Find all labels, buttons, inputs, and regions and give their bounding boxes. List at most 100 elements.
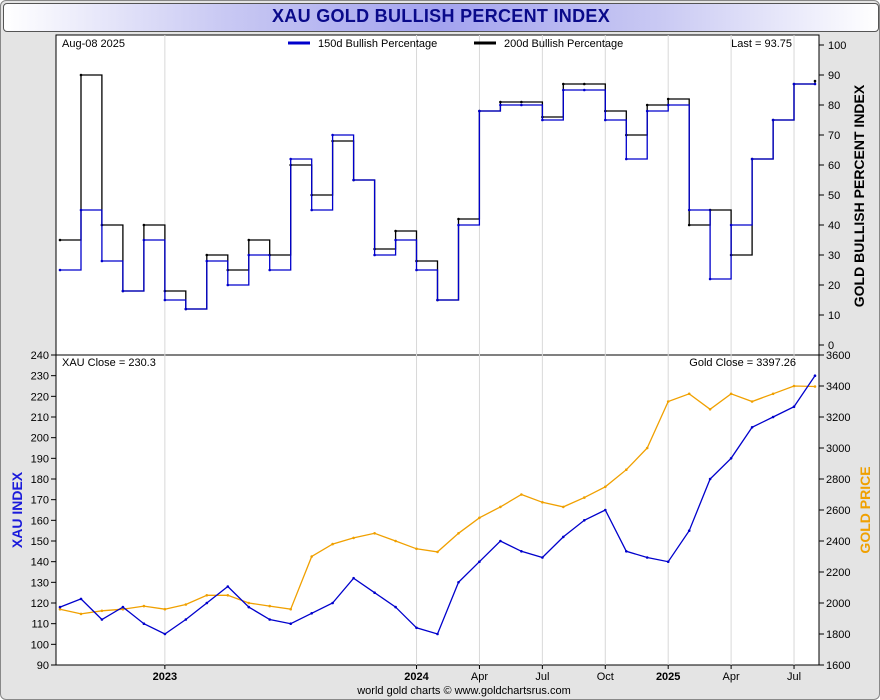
series-xau-close-point — [813, 374, 817, 378]
series-150d-point — [478, 109, 481, 113]
series-150d-point — [184, 307, 188, 311]
series-150d-point — [310, 208, 314, 212]
series-gold-close-point — [708, 408, 712, 411]
series-xau-close-point — [478, 560, 481, 563]
bottom-series-group — [58, 374, 817, 636]
series-gold-close-point — [247, 601, 251, 605]
series-gold-close-point — [100, 609, 104, 613]
x-tick-label: Jul — [787, 671, 801, 683]
bottom-left-y-ticks: 90 100 110 120 130 140 150 160 170 180 190 200 210 22… — [31, 350, 56, 672]
series-150d-point — [268, 268, 272, 272]
series-150d-point — [666, 103, 670, 107]
series-xau-close-point — [247, 605, 251, 609]
x-tick-label: 2023 — [153, 671, 177, 683]
series-150d-point — [813, 82, 817, 86]
series-gold-close-point — [583, 496, 586, 499]
series-200d-point — [142, 223, 146, 227]
xau-y-tick-label: 90 — [37, 660, 49, 672]
top-plot-area — [55, 34, 820, 356]
gold-y-tick-label: 3200 — [826, 412, 850, 424]
series-xau-close-point — [79, 597, 83, 601]
series-150d-point — [520, 103, 523, 107]
gold-y-tick-label: 1600 — [826, 660, 850, 672]
series-xau-close-point — [310, 612, 314, 615]
title-bar: XAU GOLD BULLISH PERCENT INDEX — [3, 3, 879, 32]
top-y-tick-label: 20 — [828, 280, 840, 292]
gold-y-tick-label: 3600 — [826, 350, 850, 362]
bottom-right-y-ticks: 1600 1800 2000 2200 2400 2600 2800 3000 3200 3400… — [819, 350, 850, 672]
xau-y-tick-label: 190 — [31, 453, 49, 465]
series-xau-close-point — [687, 529, 691, 532]
xau-close-label: XAU Close = 230.3 — [62, 357, 156, 369]
series-xau-close-point — [331, 601, 334, 605]
series-150d-point — [792, 82, 796, 86]
gold-y-tick-label: 1800 — [826, 629, 850, 641]
top-y-tick-label: 80 — [828, 100, 840, 112]
series-150d-point — [121, 289, 125, 293]
series-xau-close-point — [457, 581, 460, 584]
gold-y-tick-label: 2000 — [826, 598, 850, 610]
series-150d-point — [708, 277, 712, 281]
series-gold-close-point — [729, 392, 733, 396]
series-150d-point — [457, 223, 460, 227]
series-xau-close-point — [352, 576, 355, 580]
series-xau-close-point — [184, 618, 188, 621]
series-200d-point — [79, 73, 83, 77]
xau-y-tick-label: 110 — [31, 619, 49, 631]
series-150d-point — [645, 109, 649, 113]
series-xau-close-point — [562, 535, 565, 539]
gold-close-label: Gold Close = 3397.26 — [689, 357, 796, 369]
xau-y-tick-label: 140 — [31, 557, 49, 569]
series-200d-point — [583, 82, 586, 86]
top-series-group — [58, 73, 817, 311]
series-xau-close-point — [394, 605, 397, 609]
x-tick-label: 2025 — [656, 671, 680, 683]
series-150d-point — [289, 157, 293, 161]
series-xau-close-point — [373, 591, 376, 594]
series-gold-close-point — [205, 594, 209, 597]
x-tick-label: Apr — [471, 671, 488, 683]
series-150d-point — [142, 238, 146, 242]
series-gold-close-point — [184, 603, 188, 606]
series-gold-close-point — [792, 384, 796, 388]
xau-y-tick-label: 170 — [31, 495, 49, 507]
series-150d-point — [226, 283, 230, 287]
series-150d-point — [352, 178, 355, 182]
series-gold-close-point — [625, 468, 628, 472]
series-150d-point — [771, 118, 775, 122]
series-gold-close-point — [289, 607, 293, 611]
top-y-tick-label: 90 — [828, 70, 840, 82]
series-xau-close-point — [58, 605, 62, 609]
series-150d-point — [541, 118, 544, 122]
series-gold-close-point — [415, 547, 418, 551]
series-gold-close-point — [666, 400, 670, 403]
series-150d-point — [415, 268, 418, 272]
series-150d-point — [499, 103, 502, 107]
series-150d-point — [100, 259, 104, 263]
xau-axis-title: XAU INDEX — [9, 471, 25, 548]
series-gold-close-point — [499, 505, 502, 509]
xau-y-tick-label: 200 — [31, 433, 49, 445]
series-gold-close-point — [163, 607, 167, 611]
gold-y-tick-label: 3400 — [826, 381, 850, 393]
xau-y-tick-label: 230 — [31, 371, 49, 383]
series-gold-close-point — [352, 536, 355, 540]
top-y-tick-label: 40 — [828, 220, 840, 232]
gold-y-tick-label: 2200 — [826, 567, 850, 579]
series-200d-point — [205, 253, 209, 257]
gold-y-tick-label: 3000 — [826, 443, 850, 455]
series-gold-close-point — [478, 516, 481, 520]
xau-y-tick-label: 160 — [31, 515, 49, 527]
top-y-ticks: 0 10 20 30 40 50 60 70 80 90 100 — [819, 40, 846, 352]
series-150d-point — [436, 298, 439, 302]
xau-y-tick-label: 240 — [31, 350, 49, 362]
series-150d-point — [247, 253, 251, 257]
series-150d-point — [625, 157, 628, 161]
series-200d-point — [666, 97, 670, 101]
series-gold-close-point — [645, 446, 649, 450]
series-gold-close-point — [750, 400, 754, 403]
x-tick-label: 2024 — [404, 671, 429, 683]
series-200d-point — [457, 217, 460, 221]
footer-credit: world gold charts © www.goldchartsrus.co… — [356, 685, 571, 697]
xau-y-tick-label: 100 — [31, 639, 49, 651]
